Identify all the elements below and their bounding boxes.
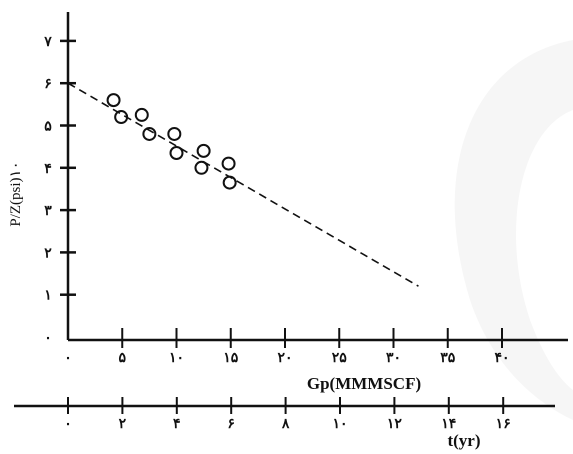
data-point [196, 143, 211, 158]
y-tick-label: ۰ [44, 330, 52, 346]
t-tick-label: ۱۲ [387, 416, 403, 432]
y-tick-label: ۵ [44, 119, 52, 135]
x-tick-label: ۲۰ [277, 350, 292, 366]
y-tick-label: ۶ [44, 76, 52, 92]
x-tick-label: ۳۵ [440, 350, 456, 366]
x-tick-label: ۵ [118, 350, 126, 366]
data-point [142, 126, 157, 141]
y-tick-label: ۱ [44, 288, 52, 304]
t-tick-label: ۱۰ [332, 416, 347, 432]
x-tick-label: ۱۵ [223, 350, 239, 366]
y-axis-title: P/Z(psi)۱۰ [8, 161, 24, 226]
data-point [221, 156, 236, 171]
y-tick-label: ۲ [44, 245, 52, 261]
y-tick-label: ۷ [43, 34, 52, 50]
t-tick-label: ۶ [227, 416, 235, 432]
t-tick-label: ۴ [173, 416, 181, 432]
data-point [114, 110, 129, 125]
t-tick-label: ۱۴ [441, 416, 456, 432]
x-tick-label: ۲۵ [332, 350, 348, 366]
trend-line [67, 82, 419, 287]
x-tick-label: ۳۰ [386, 350, 401, 366]
data-point [134, 107, 149, 122]
x-tick-label: ۴۰ [494, 350, 509, 366]
data-point [222, 175, 237, 190]
x-axis-title: Gp(MMMSCF) [307, 374, 421, 393]
t-tick-label: ۸ [281, 416, 290, 432]
y-tick-label: ۴ [44, 161, 52, 177]
x-tick-label: ۱۰ [169, 350, 184, 366]
t-tick-label: ۰ [64, 416, 72, 432]
x-tick-label: ۰ [64, 350, 72, 366]
data-points [106, 93, 237, 190]
watermark [454, 40, 573, 420]
x-axis-ticks: ۰ ۵ ۱۰ ۱۵ ۲۰ ۲۵ ۳۰ ۳۵ ۴۰ [64, 328, 510, 366]
data-point [194, 160, 209, 175]
time-axis-ticks: ۰ ۲ ۴ ۶ ۸ ۱۰ ۱۲ ۱۴ ۱۶ [64, 397, 511, 432]
data-point [167, 126, 182, 141]
data-point [106, 93, 121, 108]
data-point [169, 145, 184, 160]
y-tick-label: ۳ [44, 203, 52, 219]
t-tick-label: ۱۶ [496, 416, 511, 432]
time-axis-title: t(yr) [447, 431, 480, 450]
t-tick-label: ۲ [119, 416, 127, 432]
y-axis-ticks: ۰ ۱ ۲ ۳ ۴ ۵ ۶ ۷ [43, 34, 76, 346]
